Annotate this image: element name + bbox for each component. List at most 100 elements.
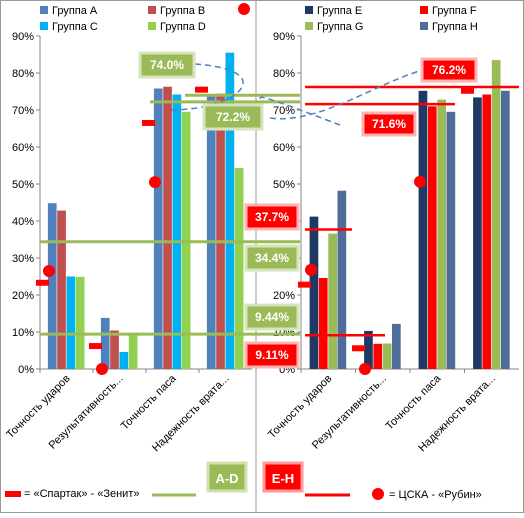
legend-cska-rubin: = ЦСКА - «Рубин» [389,489,482,501]
y-tick-label: 30% [12,253,34,265]
marker-spartak-zenit [298,281,311,288]
bar-eh-3-3 [501,90,510,370]
group-label-e-h-text: E-H [272,471,294,486]
bar-ad-3-1 [128,333,138,369]
bar-ad-0-2 [153,88,163,369]
group-label-a-d-box [206,461,248,493]
marker-spartak-zenit [142,119,155,126]
callout-a-d-1: 74.0% [150,58,184,72]
y-tick-label: 80% [12,68,34,80]
marker-cska-rubin [359,363,371,375]
bar-eh-2-3 [491,60,501,369]
legend-dash-marker [5,491,21,497]
legend-swatch [40,6,48,14]
callout-e-h-4: 9.11% [255,348,289,362]
callout-e-h-3: 37.7% [255,210,289,224]
bar-eh-2-2 [437,99,446,369]
y-tick-label: 90% [12,31,34,43]
bar-eh-3-1 [392,323,401,369]
legend-swatch [148,6,156,14]
marker-cska-rubin [414,175,426,188]
y-tick-label: 60% [12,142,34,154]
group-label-a-d: A-D [206,461,248,493]
bar-eh-0-3 [473,97,482,370]
callout-e-h-2-box [361,111,417,137]
callout-a-d-2-box [202,103,264,131]
marker-cska-rubin [149,176,161,189]
group-label-e-h-box [262,461,304,493]
legend-swatch [305,6,313,14]
callout-e-h-1: 76.2% [432,63,466,77]
legend-swatch [305,22,313,30]
bar-ad-1-2 [163,86,172,369]
bar-ad-2-1 [119,352,129,369]
marker-spartak-zenit [89,343,102,350]
bar-ad-0-0 [47,203,57,369]
callout-a-d-1-box [138,51,196,79]
callout-a-d-2: 72.2% [216,110,250,124]
y-tick-label: 0% [18,364,34,376]
bar-ad-2-0 [66,276,76,369]
bar-ad-0-3 [206,95,216,369]
y-tick-label: 20% [273,290,295,302]
legend-spartak-zenit: = «Спартак» - «Зенит» [24,488,139,500]
legend-swatch [420,22,428,30]
bar-ad-2-3 [225,52,235,369]
marker-spartak-zenit [461,87,474,94]
callout-e-h-3-box [244,203,300,231]
bar-eh-3-2 [446,111,456,370]
callout-a-d-3: 34.4% [255,251,289,265]
bar-ad-1-0 [57,210,66,369]
y-tick-label: 20% [12,290,34,302]
callout-a-d-4: 9.44% [255,310,289,324]
connector-blue [269,67,431,120]
legend-entry: Группа E [317,5,362,17]
bar-eh-0-2 [418,90,428,370]
marker-cska-rubin [43,264,55,277]
y-tick-label: 60% [273,142,295,154]
top-dot-marker [238,3,250,15]
callout-e-h-4-box [244,341,300,369]
annotation-layer: 74.0% 72.2% 34.4% 9.44% 76.2% 71.6% 37.7% 9.11% [36,51,519,375]
bar-eh-1-2 [427,106,437,370]
legend-entry: Группа B [160,5,205,17]
marker-spartak-zenit [352,345,365,352]
legend-dot-marker [372,488,384,500]
group-label-a-d-text: A-D [215,471,238,486]
legend-entry: Группа D [160,21,206,33]
y-tick-label: 70% [273,105,295,117]
bar-eh-1-0 [318,278,328,369]
connector-green [169,63,244,111]
callout-e-h-1-box [420,57,478,83]
bar-ad-0-1 [100,317,110,369]
y-tick-label: 90% [273,31,295,43]
bar-eh-1-1 [373,343,383,369]
bar-eh-2-1 [382,343,392,369]
bar-ad-3-0 [75,276,85,369]
marker-cska-rubin [305,263,317,276]
bar-eh-0-0 [309,216,319,369]
callout-a-d-4-box [244,303,300,331]
y-tick-label: 40% [12,216,34,228]
y-tick-label: 10% [12,327,34,339]
legend-entry: Группа F [432,5,477,17]
marker-spartak-zenit [36,279,49,286]
legend-entry: Группа H [432,21,478,33]
legend-swatch [40,22,48,30]
bar-ad-2-2 [172,94,182,369]
y-tick-label: 80% [273,68,295,80]
bar-eh-1-3 [482,94,492,369]
bar-ad-1-1 [110,330,119,369]
y-tick-label: 50% [273,179,295,191]
legend-entry: Группа C [52,21,98,33]
y-tick-label: 50% [12,179,34,191]
connector-red [259,96,341,126]
bar-eh-2-0 [328,233,337,369]
group-label-e-h: E-H [262,461,304,493]
bar-eh-3-0 [337,190,347,369]
y-tick-label: 70% [12,105,34,117]
marker-cska-rubin [96,363,108,375]
legend-entry: Группа A [52,5,98,17]
